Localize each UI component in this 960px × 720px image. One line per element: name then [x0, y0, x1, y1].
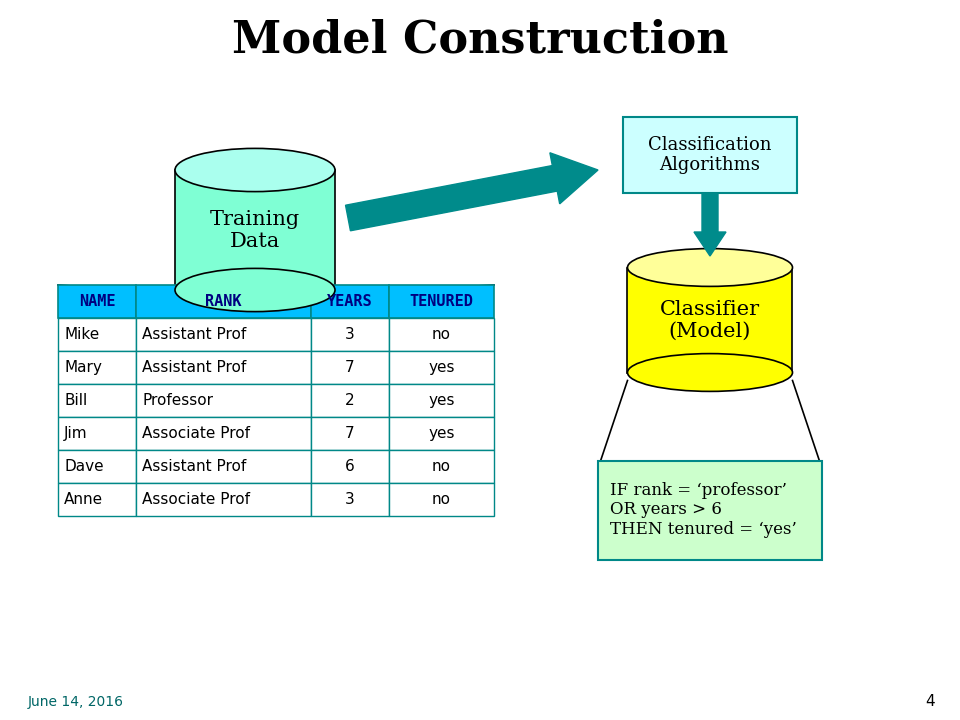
Text: 3: 3 — [346, 327, 355, 342]
FancyBboxPatch shape — [58, 318, 136, 351]
Text: TENURED: TENURED — [410, 294, 473, 309]
Text: 3: 3 — [346, 492, 355, 507]
FancyBboxPatch shape — [389, 417, 494, 450]
FancyBboxPatch shape — [389, 384, 494, 417]
FancyBboxPatch shape — [311, 450, 389, 483]
FancyBboxPatch shape — [311, 384, 389, 417]
Text: Assistant Prof: Assistant Prof — [142, 360, 247, 375]
FancyBboxPatch shape — [389, 351, 494, 384]
FancyBboxPatch shape — [136, 417, 311, 450]
Text: Mike: Mike — [64, 327, 99, 342]
Text: yes: yes — [428, 360, 455, 375]
Text: Associate Prof: Associate Prof — [142, 426, 250, 441]
Text: 4: 4 — [925, 695, 935, 709]
FancyBboxPatch shape — [389, 318, 494, 351]
Text: Classifier
(Model): Classifier (Model) — [660, 300, 760, 341]
Text: Dave: Dave — [64, 459, 104, 474]
Text: Classification
Algorithms: Classification Algorithms — [648, 135, 772, 174]
Text: 6: 6 — [346, 459, 355, 474]
Text: yes: yes — [428, 393, 455, 408]
Ellipse shape — [175, 148, 335, 192]
FancyBboxPatch shape — [58, 450, 136, 483]
Text: YEARS: YEARS — [327, 294, 372, 309]
Bar — [175, 170, 335, 290]
FancyBboxPatch shape — [311, 318, 389, 351]
Text: 7: 7 — [346, 360, 355, 375]
FancyBboxPatch shape — [598, 461, 822, 559]
Text: Associate Prof: Associate Prof — [142, 492, 250, 507]
FancyBboxPatch shape — [136, 483, 311, 516]
Text: Professor: Professor — [142, 393, 213, 408]
FancyBboxPatch shape — [58, 351, 136, 384]
FancyBboxPatch shape — [389, 483, 494, 516]
Text: Jim: Jim — [64, 426, 87, 441]
FancyBboxPatch shape — [136, 318, 311, 351]
Bar — [628, 268, 793, 372]
FancyBboxPatch shape — [58, 483, 136, 516]
FancyBboxPatch shape — [136, 450, 311, 483]
FancyBboxPatch shape — [58, 417, 136, 450]
Text: yes: yes — [428, 426, 455, 441]
Text: Assistant Prof: Assistant Prof — [142, 327, 247, 342]
FancyBboxPatch shape — [389, 285, 494, 318]
FancyBboxPatch shape — [136, 285, 311, 318]
Text: Assistant Prof: Assistant Prof — [142, 459, 247, 474]
Text: no: no — [432, 459, 451, 474]
Ellipse shape — [628, 248, 793, 287]
Text: RANK: RANK — [205, 294, 242, 309]
FancyBboxPatch shape — [136, 384, 311, 417]
FancyBboxPatch shape — [311, 483, 389, 516]
Text: no: no — [432, 327, 451, 342]
FancyBboxPatch shape — [58, 285, 136, 318]
Ellipse shape — [175, 269, 335, 312]
Text: Training
Data: Training Data — [210, 210, 300, 251]
Text: Mary: Mary — [64, 360, 102, 375]
Text: June 14, 2016: June 14, 2016 — [28, 695, 124, 709]
FancyBboxPatch shape — [136, 351, 311, 384]
Text: 2: 2 — [346, 393, 355, 408]
FancyBboxPatch shape — [389, 450, 494, 483]
Text: no: no — [432, 492, 451, 507]
FancyArrow shape — [346, 153, 598, 231]
Ellipse shape — [628, 354, 793, 392]
FancyBboxPatch shape — [311, 285, 389, 318]
FancyBboxPatch shape — [623, 117, 797, 193]
Text: Anne: Anne — [64, 492, 103, 507]
FancyBboxPatch shape — [311, 417, 389, 450]
Text: IF rank = ‘professor’
OR years > 6
THEN tenured = ‘yes’: IF rank = ‘professor’ OR years > 6 THEN … — [610, 482, 797, 538]
Text: Bill: Bill — [64, 393, 87, 408]
Text: NAME: NAME — [79, 294, 115, 309]
Text: 7: 7 — [346, 426, 355, 441]
FancyBboxPatch shape — [311, 351, 389, 384]
FancyArrow shape — [694, 194, 726, 256]
FancyBboxPatch shape — [58, 384, 136, 417]
Text: Model Construction: Model Construction — [231, 19, 729, 61]
